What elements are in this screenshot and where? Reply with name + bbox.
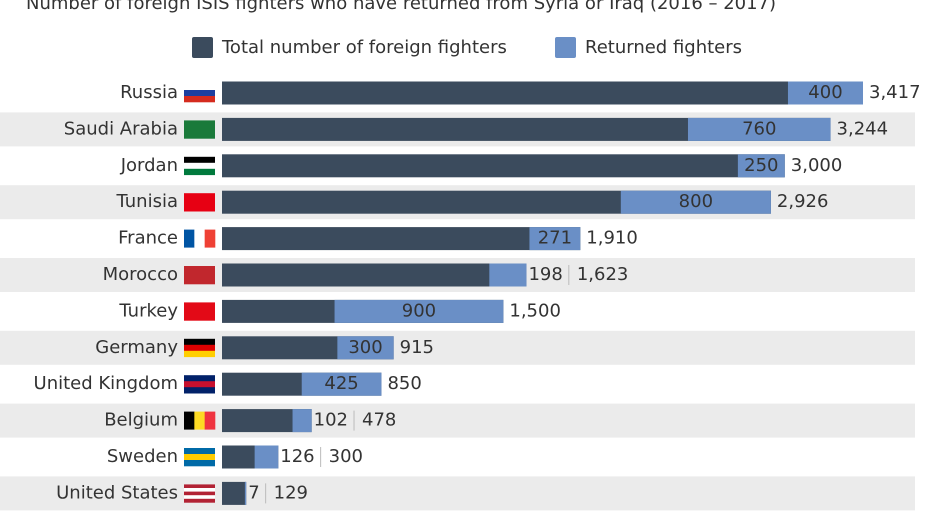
value-label: 250 xyxy=(744,155,778,176)
flag xyxy=(204,229,216,248)
bar xyxy=(529,227,581,251)
category-label: Russia xyxy=(120,82,178,103)
category-label: Germany xyxy=(95,337,178,358)
bar xyxy=(337,336,394,360)
value-label: 850 xyxy=(387,373,421,394)
value-label: 915 xyxy=(400,337,434,358)
flag xyxy=(184,387,215,394)
value-label: 478 xyxy=(362,410,396,431)
value-label: 760 xyxy=(742,118,776,139)
legend-swatch xyxy=(555,37,576,58)
value-label: 400 xyxy=(808,82,842,103)
flag xyxy=(184,460,215,467)
chart-title: Number of foreign ISIS fighters who have… xyxy=(26,0,776,14)
bar xyxy=(244,481,247,505)
bar xyxy=(787,81,863,105)
bar xyxy=(222,409,312,433)
value-label: 3,244 xyxy=(837,118,889,139)
bar xyxy=(222,481,247,505)
flag xyxy=(184,381,215,388)
value-label: 1,623 xyxy=(577,264,629,285)
flag xyxy=(184,448,215,455)
value-label: 800 xyxy=(679,191,713,212)
flag xyxy=(184,350,215,358)
flag xyxy=(184,491,215,496)
bar xyxy=(687,117,831,141)
flag xyxy=(184,454,215,461)
category-label: United States xyxy=(56,482,178,503)
flag xyxy=(184,162,215,170)
flag xyxy=(184,302,215,321)
category-label: France xyxy=(118,228,178,249)
flag xyxy=(184,156,215,164)
value-label: 2,926 xyxy=(777,191,829,212)
value-label: 900 xyxy=(402,300,436,321)
value-label: 1,500 xyxy=(509,300,561,321)
category-label: United Kingdom xyxy=(34,373,178,394)
category-label: Belgium xyxy=(104,410,178,431)
flag xyxy=(184,488,215,492)
value-label: 300 xyxy=(348,337,382,358)
flag xyxy=(204,411,216,430)
flag xyxy=(184,96,215,103)
value-label: 198 xyxy=(528,264,562,285)
bar xyxy=(620,190,771,214)
flag xyxy=(184,411,195,430)
category-label: Turkey xyxy=(118,300,178,321)
legend-swatch xyxy=(192,37,213,58)
value-label: 3,417 xyxy=(869,82,921,103)
flag xyxy=(184,375,215,382)
value-label: 425 xyxy=(324,373,358,394)
bar xyxy=(292,409,312,433)
row-stripe xyxy=(0,330,915,365)
flag xyxy=(184,266,215,285)
bar xyxy=(222,117,831,141)
category-label: Saudi Arabia xyxy=(64,118,178,139)
bar xyxy=(222,154,785,178)
bar xyxy=(489,263,527,287)
legend-label: Total number of foreign fighters xyxy=(221,37,507,58)
flag xyxy=(184,168,215,176)
value-label: 102 xyxy=(314,410,348,431)
bar xyxy=(222,81,863,105)
flag xyxy=(184,229,195,248)
flag xyxy=(194,229,205,248)
bar xyxy=(334,299,504,323)
flag xyxy=(184,344,215,352)
flag xyxy=(184,495,215,500)
value-label: 300 xyxy=(329,446,363,467)
row-stripe xyxy=(0,403,915,438)
flag xyxy=(184,120,215,139)
flag xyxy=(184,84,215,91)
value-label: 1,910 xyxy=(586,228,638,249)
value-label: 126 xyxy=(280,446,314,467)
bar xyxy=(222,227,581,251)
category-label: Jordan xyxy=(120,155,178,176)
category-label: Sweden xyxy=(107,446,178,467)
legend-label: Returned fighters xyxy=(585,37,742,58)
flag xyxy=(184,338,215,346)
bar xyxy=(301,372,382,396)
value-label: 7 xyxy=(248,482,259,503)
flag xyxy=(184,193,215,212)
bar xyxy=(222,263,527,287)
value-label: 3,000 xyxy=(791,155,843,176)
row-stripe xyxy=(0,476,915,511)
flag xyxy=(184,498,215,503)
flag xyxy=(184,90,215,97)
flag xyxy=(184,484,215,489)
value-label: 129 xyxy=(274,482,308,503)
bar xyxy=(737,154,785,178)
bar xyxy=(254,445,279,469)
category-label: Tunisia xyxy=(116,191,179,212)
category-label: Morocco xyxy=(103,264,178,285)
flag xyxy=(194,411,205,430)
value-label: 271 xyxy=(538,228,572,249)
